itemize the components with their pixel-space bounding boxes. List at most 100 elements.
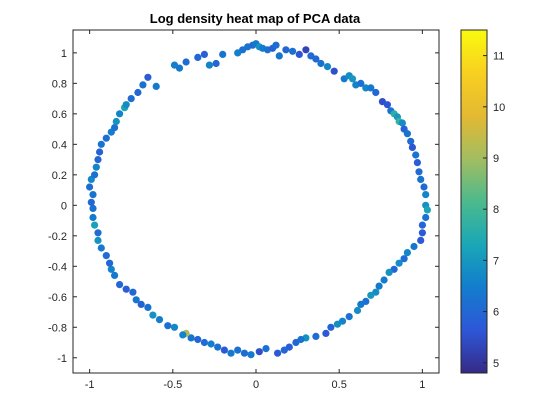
data-point-79 (262, 345, 270, 353)
data-point-57 (395, 259, 403, 267)
data-point-97 (144, 303, 152, 311)
data-point-120 (96, 148, 104, 156)
data-point-117 (91, 171, 99, 179)
data-point-77 (280, 346, 288, 354)
data-point-47 (422, 191, 430, 199)
data-point-135 (175, 64, 184, 72)
data-point-72 (312, 332, 320, 340)
data-point-10 (282, 46, 290, 54)
data-point-28 (362, 84, 370, 92)
data-point-128 (122, 101, 130, 109)
data-point-82 (240, 349, 248, 357)
data-point-70 (327, 323, 335, 331)
x-tick-label: -1 (85, 379, 95, 391)
data-point-125 (112, 117, 120, 126)
y-tick-label: 0 (61, 200, 67, 212)
data-point-17 (272, 41, 280, 49)
data-point-102 (116, 281, 124, 289)
data-point-49 (423, 206, 431, 214)
y-tick-label: 0.4 (52, 139, 67, 151)
data-point-101 (122, 285, 130, 293)
data-point-105 (106, 259, 114, 267)
data-point-52 (418, 229, 426, 237)
data-point-95 (155, 316, 164, 324)
data-point-50 (422, 213, 430, 222)
y-tick-label: 1 (61, 48, 67, 60)
colorbar-tick-label: 8 (493, 204, 499, 216)
data-point-37 (398, 119, 406, 127)
data-point-27 (357, 79, 365, 87)
data-point-69 (333, 320, 342, 328)
y-tick-label: 0.2 (52, 170, 67, 182)
data-point-32 (383, 101, 391, 109)
data-point-126 (116, 110, 124, 118)
data-point-83 (234, 346, 242, 354)
data-point-71 (322, 329, 330, 337)
data-point-80 (255, 348, 263, 356)
data-point-51 (418, 221, 426, 229)
data-point-100 (129, 288, 137, 296)
data-point-39 (403, 130, 411, 138)
data-point-20 (317, 59, 325, 68)
data-point-119 (94, 156, 102, 164)
data-point-103 (111, 271, 119, 279)
data-point-42 (412, 151, 420, 159)
data-point-130 (134, 88, 142, 97)
y-tick-label: 0.8 (52, 78, 67, 90)
data-point-108 (94, 236, 102, 244)
data-point-41 (408, 143, 416, 151)
data-point-121 (97, 140, 105, 148)
data-point-92 (179, 331, 187, 339)
data-point-55 (403, 249, 411, 257)
data-point-65 (357, 300, 365, 308)
plot-background (73, 30, 439, 373)
y-tick-label: -0.6 (48, 292, 67, 304)
data-point-106 (102, 252, 110, 260)
data-point-137 (194, 53, 202, 62)
data-point-66 (353, 306, 362, 315)
data-point-122 (102, 134, 110, 142)
data-point-78 (274, 349, 282, 357)
data-point-129 (127, 95, 135, 103)
y-tick-label: -1 (57, 353, 67, 365)
data-point-22 (330, 67, 338, 75)
data-point-60 (380, 276, 388, 284)
data-point-99 (132, 296, 140, 304)
colorbar-tick-label: 7 (493, 255, 499, 267)
data-point-114 (89, 191, 97, 199)
x-tick-label: -0.5 (163, 379, 182, 391)
colorbar-tick-label: 10 (493, 102, 505, 114)
data-point-40 (407, 137, 415, 145)
data-point-61 (375, 282, 383, 290)
chart-title: Log density heat map of PCA data (150, 11, 361, 26)
data-point-9 (275, 52, 283, 60)
data-point-59 (385, 268, 393, 276)
data-point-30 (372, 88, 380, 97)
data-point-138 (200, 50, 208, 59)
data-point-75 (292, 338, 300, 347)
y-tick-label: -0.8 (48, 322, 67, 334)
data-point-19 (312, 55, 320, 63)
y-tick-label: -0.4 (48, 261, 67, 273)
data-point-110 (91, 221, 99, 229)
data-point-86 (214, 343, 222, 351)
colorbar-tick-label: 5 (493, 358, 499, 370)
data-point-56 (400, 255, 408, 263)
data-point-43 (413, 159, 421, 167)
data-point-90 (187, 334, 195, 342)
data-point-88 (200, 338, 208, 347)
x-tick-label: 1 (419, 379, 425, 391)
data-point-54 (410, 242, 418, 251)
data-point-124 (111, 124, 119, 132)
data-point-16 (205, 61, 213, 69)
data-point-131 (139, 81, 147, 89)
data-point-115 (86, 183, 94, 191)
colorbar-tick-label: 11 (493, 51, 504, 63)
data-point-12 (295, 50, 303, 59)
data-point-96 (149, 311, 157, 319)
data-point-25 (348, 75, 357, 83)
data-point-132 (144, 73, 152, 81)
x-tick-label: 0 (253, 379, 259, 391)
x-tick-label: 0.5 (332, 379, 347, 391)
